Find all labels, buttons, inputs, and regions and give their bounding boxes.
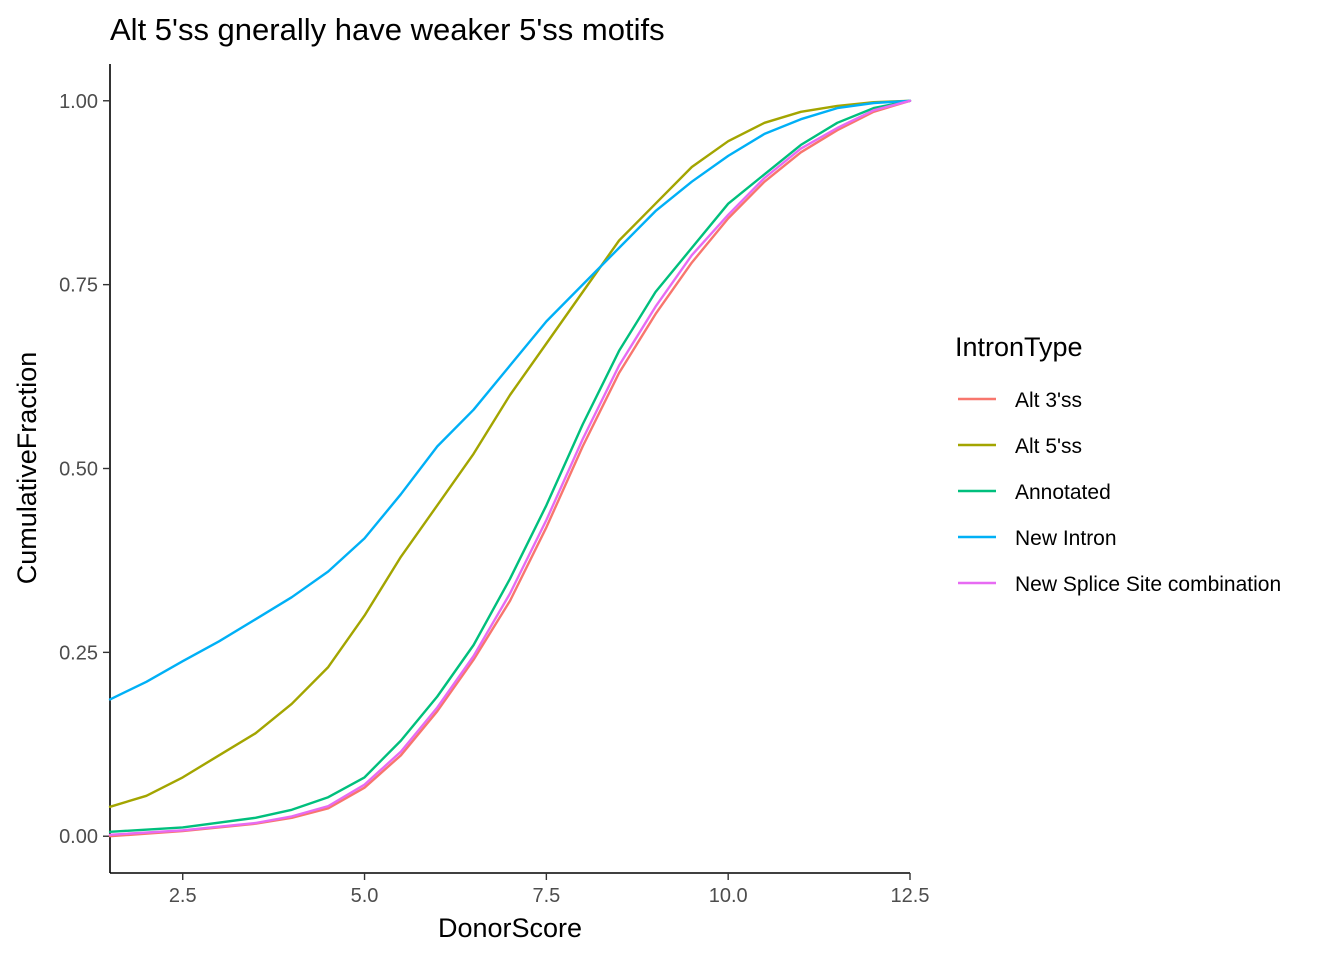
series-line [108,99,912,701]
legend-label: Alt 5'ss [1015,435,1082,458]
legend-item: Alt 3'ss [958,389,1082,412]
y-tick-label: 0.75 [59,275,98,297]
series-line [108,99,912,836]
x-tick-label: 7.5 [532,885,560,907]
legend-label: New Intron [1015,527,1117,550]
legend: IntronType Alt 3'ss Alt 5'ss Annotated New … [955,332,1281,596]
series-line [108,99,912,833]
legend-item: Annotated [958,481,1111,504]
legend-label: Annotated [1015,481,1111,504]
series-line [108,99,912,808]
series-line [108,99,912,838]
plot-area: 2.5 5.0 7.5 10.0 12.5 0.00 0.25 0.50 0.75 1.00 [59,64,929,907]
y-tick-label: 0.25 [59,642,98,664]
y-tick-label: 0.00 [59,826,98,848]
x-tick-label: 12.5 [891,885,930,907]
x-tick-label: 10.0 [709,885,748,907]
legend-item: New Splice Site combination [958,573,1281,596]
y-tick-label: 0.50 [59,459,98,481]
legend-title: IntronType [955,332,1083,362]
x-tick-label: 2.5 [169,885,197,907]
x-axis-title: DonorScore [438,913,582,943]
legend-item: New Intron [958,527,1117,550]
chart-title: Alt 5'ss gnerally have weaker 5'ss motif… [110,12,665,47]
y-axis-title: CumulativeFraction [12,352,42,585]
y-tick-label: 1.00 [59,91,98,113]
legend-label: Alt 3'ss [1015,389,1082,412]
legend-item: Alt 5'ss [958,435,1082,458]
legend-label: New Splice Site combination [1015,573,1281,596]
x-tick-label: 5.0 [351,885,379,907]
